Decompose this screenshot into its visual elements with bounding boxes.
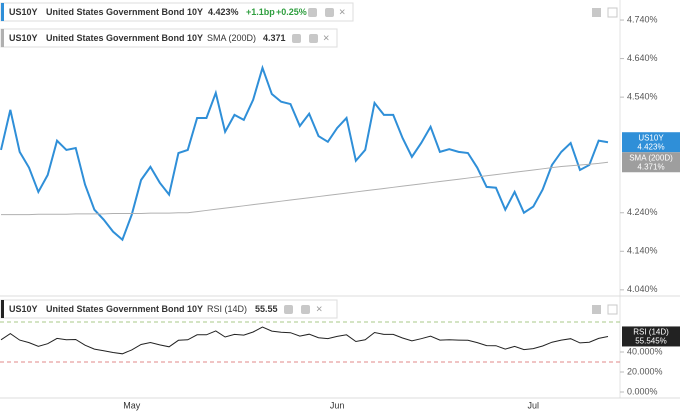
y-tick-label: 4.640% [627,53,658,63]
icon-settings[interactable] [292,34,301,43]
legend-swatch [1,300,4,318]
legend-description: United States Government Bond 10Y [46,304,203,314]
y-tick-label: 4.740% [627,14,658,24]
badge-value: 55.545% [635,337,667,346]
legend-value: 4.423% [208,7,239,17]
y-tick-label: 4.040% [627,284,658,294]
legend-study: SMA (200D) [207,33,256,43]
legend-study: RSI (14D) [207,304,247,314]
legend-swatch [1,3,4,21]
badge-value: 4.423% [637,142,664,151]
badge-name: US10Y [638,133,664,142]
legend-symbol: US10Y [9,7,38,17]
legend-icons[interactable] [308,8,334,17]
legend-swatch [1,29,4,47]
last-value-badge [622,132,680,153]
icon-close[interactable]: × [316,303,322,315]
panel-button[interactable] [592,305,601,314]
legend-value: 4.371 [263,33,286,43]
legend-icons[interactable] [284,305,310,314]
legend-symbol: US10Y [9,33,38,43]
icon-settings[interactable] [284,305,293,314]
legend-symbol: US10Y [9,304,38,314]
badge-name: SMA (200D) [629,153,673,162]
series-line [1,161,609,216]
y-tick-label: 0.000% [627,386,658,396]
icon-close[interactable]: × [339,6,345,18]
panel-button[interactable] [607,7,618,18]
x-tick-label: Jul [528,400,540,410]
icon-close[interactable]: × [323,32,329,44]
icon-settings[interactable] [308,8,317,17]
series-line [0,64,609,242]
y-tick-label: 4.540% [627,92,658,102]
legend-change-percent: +0.25% [276,7,307,17]
y-tick-label: 4.240% [627,207,658,217]
icon-hide[interactable] [325,8,334,17]
legend-description: United States Government Bond 10Y [46,7,203,17]
legend-change: +1.1bp [246,7,275,17]
last-value-badge [622,152,680,173]
y-tick-label: 4.140% [627,246,658,256]
y-tick-label: 20.000% [627,366,663,376]
panel-button[interactable] [592,8,601,17]
legend-description: United States Government Bond 10Y [46,33,203,43]
panel-button[interactable] [607,304,618,315]
x-tick-label: Jun [330,400,345,410]
badge-name: RSI (14D) [633,328,669,337]
legend-icons[interactable] [292,34,318,43]
y-tick-label: 40.000% [627,346,663,356]
series-line [0,326,609,355]
legend-value: 55.55 [255,304,278,314]
icon-hide[interactable] [309,34,318,43]
icon-hide[interactable] [301,305,310,314]
x-tick-label: May [123,400,141,410]
badge-value: 4.371% [637,162,664,171]
last-value-badge [622,326,680,347]
